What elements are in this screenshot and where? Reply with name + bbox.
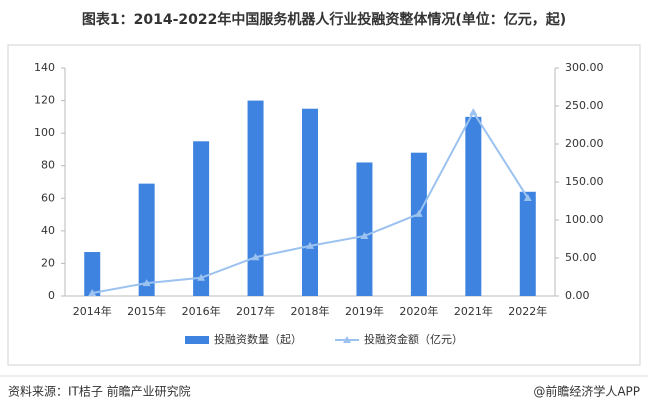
y-tick-label: 80 bbox=[41, 159, 55, 172]
y-tick-label: 40 bbox=[41, 224, 55, 237]
bar bbox=[138, 183, 155, 296]
x-tick-label: 2017年 bbox=[236, 304, 275, 318]
bar bbox=[356, 162, 373, 296]
x-tick-label: 2016年 bbox=[182, 304, 221, 318]
x-tick-label: 2014年 bbox=[73, 304, 112, 318]
y2-tick-label: 0.00 bbox=[565, 289, 590, 302]
legend-label: 投融资金额（亿元） bbox=[364, 332, 463, 346]
legend-label: 投融资数量（起） bbox=[214, 332, 302, 346]
legend-swatch bbox=[343, 336, 351, 343]
legend-swatch bbox=[185, 336, 209, 344]
y2-tick-label: 250.00 bbox=[565, 99, 604, 112]
marker bbox=[197, 273, 206, 281]
bar bbox=[410, 152, 427, 296]
marker bbox=[523, 193, 532, 201]
y2-tick-label: 300.00 bbox=[565, 61, 604, 74]
x-tick-label: 2021年 bbox=[454, 304, 493, 318]
x-tick-label: 2019年 bbox=[345, 304, 384, 318]
marker bbox=[414, 209, 423, 217]
marker bbox=[88, 288, 97, 296]
marker bbox=[142, 279, 151, 287]
y2-tick-label: 150.00 bbox=[565, 175, 604, 188]
chart-title: 图表1：2014-2022年中国服务机器人行业投融资整体情况(单位：亿元，起) bbox=[82, 11, 566, 28]
bar bbox=[302, 108, 318, 296]
x-tick-label: 2020年 bbox=[399, 304, 438, 318]
y-tick-label: 20 bbox=[41, 256, 55, 269]
x-tick-label: 2015年 bbox=[127, 304, 166, 318]
bar bbox=[465, 116, 482, 296]
y2-tick-label: 100.00 bbox=[565, 213, 604, 226]
marker bbox=[360, 231, 369, 239]
y-tick-label: 100 bbox=[34, 126, 55, 139]
marker bbox=[469, 108, 478, 116]
bar bbox=[519, 191, 536, 296]
y2-tick-label: 200.00 bbox=[565, 137, 604, 150]
marker bbox=[306, 241, 314, 249]
y-tick-label: 140 bbox=[34, 61, 55, 74]
credit: @前瞻经济学人APP bbox=[533, 384, 640, 399]
bar bbox=[247, 100, 264, 296]
marker bbox=[251, 253, 260, 261]
source: 资料来源：IT桔子 前瞻产业研究院 bbox=[8, 384, 191, 399]
bar bbox=[84, 252, 101, 296]
x-tick-label: 2022年 bbox=[508, 304, 547, 318]
x-tick-label: 2018年 bbox=[291, 304, 330, 318]
y-tick-label: 60 bbox=[41, 191, 55, 204]
y2-tick-label: 50.00 bbox=[565, 251, 597, 264]
chart-frame bbox=[7, 44, 641, 366]
y-tick-label: 0 bbox=[48, 289, 55, 302]
bar bbox=[193, 141, 210, 296]
y-tick-label: 120 bbox=[34, 94, 55, 107]
